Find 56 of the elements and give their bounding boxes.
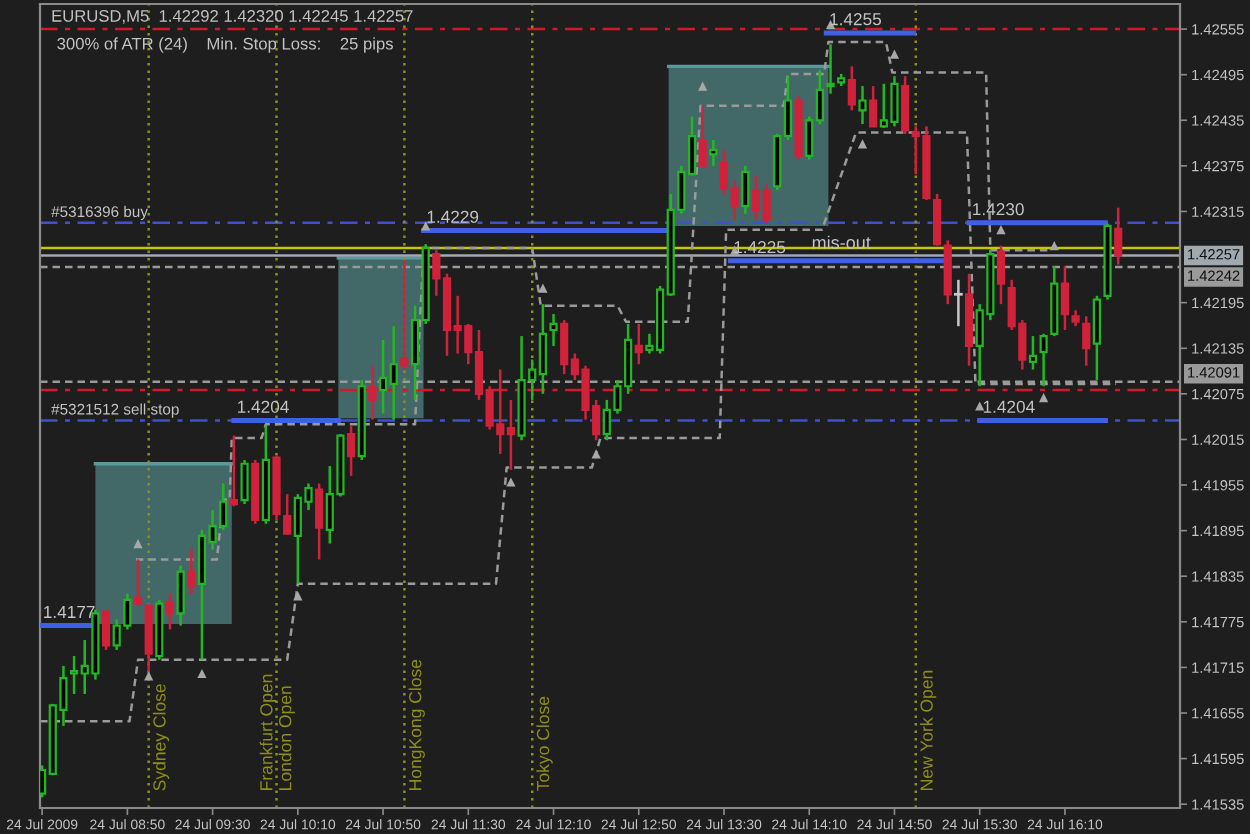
candlestick [932,192,942,247]
candlestick [858,84,867,126]
point [698,81,708,91]
candlestick [996,244,1006,306]
candlestick [347,424,356,478]
point [1039,393,1049,403]
candlestick [133,558,143,608]
ref-line-label: Frankfurt Open London Open [259,674,295,790]
candlestick [869,84,878,128]
candlestick [187,548,196,595]
candlestick [709,138,718,168]
ref-line-label: Tokyo Close [536,696,553,791]
point [133,538,143,549]
candlestick [634,322,643,366]
candlestick [698,104,707,168]
data-label: 1.4204 [238,400,289,413]
point [197,668,207,679]
candlestick [315,482,324,561]
candlestick [400,258,409,371]
candlestick [1082,315,1091,367]
chart-title: EURUSD,M5 1.42292 1.42320 1.42245 1.42257 [52,10,413,24]
candlestick [240,458,249,506]
point [506,477,516,487]
candlestick [1039,332,1048,388]
candlestick [368,364,377,421]
point [421,221,431,231]
point [857,139,868,149]
data-label: 1.4255 [830,13,882,26]
candlestick [741,164,750,215]
data-label: 1.4204 [983,400,1035,413]
data-label: 1.4230 [973,203,1024,216]
data-label: 1.4229 [427,210,479,223]
candlestick [176,564,185,627]
candlestick [1028,334,1038,371]
annotation: mis-out [812,235,871,249]
ref-line-label: HongKong Close [408,659,425,790]
candlestick [101,608,111,652]
point [293,591,303,601]
annotation: 300% of ATR (24) Min. Stop Loss: 25 pips [57,37,393,53]
candlestick [826,43,835,95]
point [538,283,548,293]
candlestick [1114,206,1123,266]
candlestick [283,492,292,535]
point [996,225,1006,235]
ref-line-label: Sydney Close [152,684,170,791]
candlestick [1060,264,1070,332]
candlestick [549,312,558,348]
data-label: 1.4177 [44,606,95,618]
candlestick [954,278,963,328]
candlestick [901,74,910,136]
point [889,49,900,59]
candlestick [165,592,175,631]
candlestick [847,65,856,112]
ref-line-label: New York Open [919,670,937,790]
candlestick [229,434,238,508]
candlestick [1092,294,1101,382]
